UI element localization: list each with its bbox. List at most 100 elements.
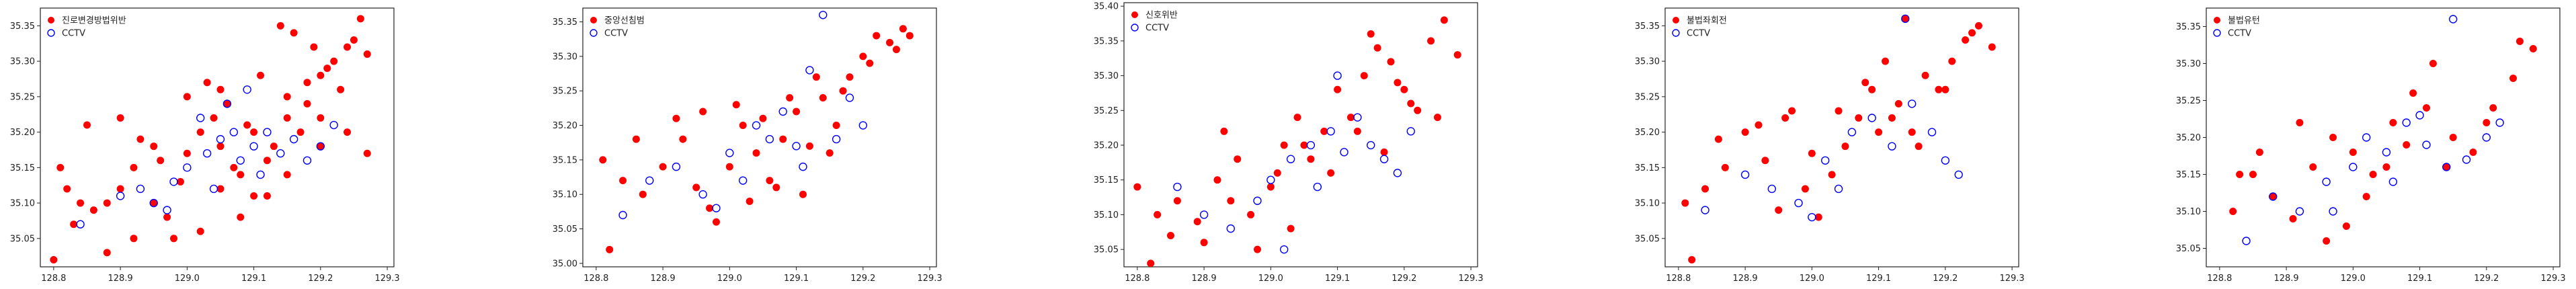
cctv-point [116,192,125,200]
y-tick-label: 35.25 [553,87,577,97]
plot-frame [582,7,937,267]
x-tick-label: 128.9 [1191,274,1216,284]
violation-point [712,218,720,226]
cctv-point [819,11,828,19]
violation-point [303,99,311,108]
cctv-point [1353,113,1362,122]
cctv-point [1173,182,1182,192]
x-tick-label: 128.9 [1732,274,1757,284]
y-tick-label: 35.15 [10,163,35,173]
x-tick-label: 129.1 [1866,274,1891,284]
violation-point [659,163,667,171]
violation-point [1407,99,1415,108]
violation-point [1327,169,1335,177]
legend-label: 신호위반 [1145,11,1178,21]
y-tick-label: 35.25 [1094,106,1119,116]
legend-label: CCTV [1687,29,1710,39]
cctv-point [2415,111,2424,120]
cctv-point [845,93,854,102]
violation-point [337,85,345,93]
violation-point [1280,141,1288,149]
violation-point [1247,210,1255,218]
y-tick-label: 35.20 [10,128,35,138]
plot-points [1681,14,1996,263]
violation-point [1367,30,1375,38]
cctv-point [1794,198,1803,208]
x-tick-label: 128.8 [2207,274,2232,284]
violation-point [1808,149,1816,157]
violation-point [183,93,191,101]
violation-point [2515,38,2524,45]
violation-point [310,43,318,51]
cctv-point [223,99,232,108]
violation-point [1788,107,1796,115]
violation-point [216,85,225,93]
x-tick-label: 129.2 [2474,274,2499,284]
violation-point [799,190,807,198]
y-tick-label: 35.05 [1635,234,1660,244]
violation-point [263,192,271,200]
cctv-point [149,198,158,208]
violation-point [237,171,245,179]
violation-point [2249,171,2257,178]
cctv-point [618,210,627,220]
violation-point [1154,210,1162,218]
violation-point [672,114,680,122]
violation-point [1962,36,1970,44]
violation-point [739,122,747,130]
legend-label: 불법유턴 [2228,16,2260,26]
violation-point [350,36,358,44]
violation-point [2269,193,2277,200]
violation-point [1755,121,1763,129]
violation-point [619,177,627,185]
violation-point [846,73,854,81]
violation-point [2382,163,2390,171]
violation-point [2483,119,2491,126]
cctv-point [1701,206,1709,214]
violation-point [2529,45,2537,52]
violation-point [136,135,145,143]
cctv-point [76,220,85,229]
violation-point [2409,89,2417,97]
legend-marker-cctv [1672,29,1680,37]
violation-point [77,199,85,207]
x-tick-label: 129.3 [2540,274,2565,284]
cctv-point [2388,177,2398,186]
cctv-point [1808,212,1816,222]
violation-point [1681,199,1689,207]
chart-panel-2: 128.8 128.9 129.0 129.1 129.2 129.3 35.00 35.05… [553,7,942,284]
violation-point [169,235,177,243]
violation-point [2342,222,2350,230]
violation-point [1273,169,1281,177]
cctv-point [1901,14,1910,24]
cctv-point [858,121,868,130]
violation-point [1373,44,1381,52]
x-tick-label: 128.8 [1666,274,1691,284]
violation-point [826,149,834,157]
violation-point [2289,215,2297,222]
y-tick-label: 35.10 [1635,199,1660,209]
cctv-point [329,120,338,130]
legend-marker-violation [590,17,597,24]
violation-point [1775,206,1783,214]
cctv-point [2349,163,2358,171]
violation-point [1741,128,1749,136]
violation-point [1974,22,1982,30]
violation-point [116,185,124,193]
violation-point [1380,148,1388,156]
legend-marker-violation [1673,17,1679,24]
x-tick-label: 128.8 [1125,274,1150,284]
cctv-point [1820,156,1830,165]
cctv-point [229,128,239,136]
cctv-point [645,176,654,185]
cctv-point [2402,118,2411,127]
violation-point [1400,85,1408,93]
legend-label: 중앙선침범 [604,16,645,26]
cctv-point [738,176,748,185]
x-tick-label: 129.0 [1258,274,1283,284]
violation-point [699,108,707,116]
cctv-point [289,134,298,144]
x-tick-label: 128.9 [108,274,132,284]
x-tick-label: 129.2 [1392,274,1416,284]
cctv-point [2362,133,2371,142]
